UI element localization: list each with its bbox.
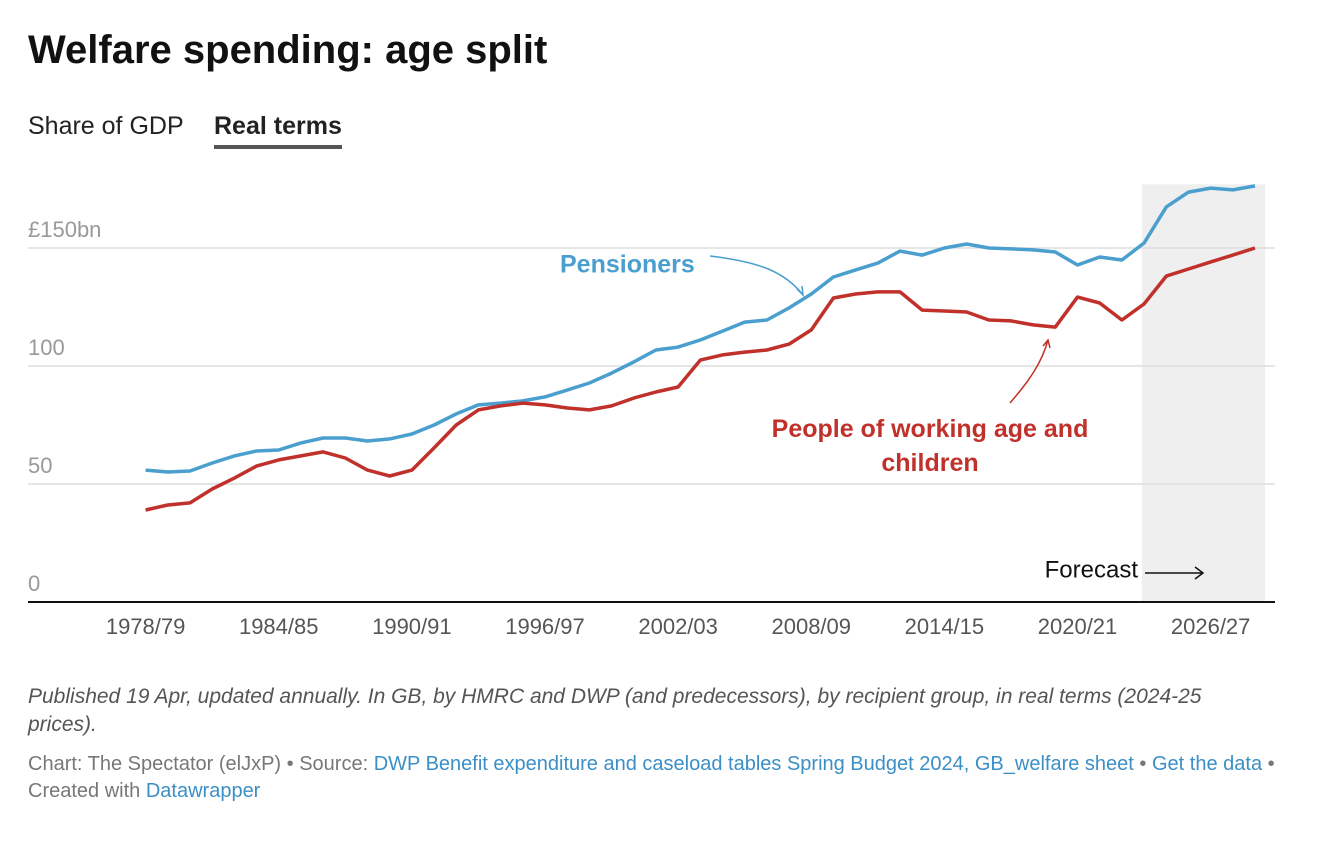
series-label: People of working age and children bbox=[771, 415, 1089, 477]
forecast-label: Forecast bbox=[1045, 556, 1139, 583]
series-label: Pensioners bbox=[560, 251, 695, 279]
x-tick-label: 1990/91 bbox=[372, 614, 452, 639]
arrow-head bbox=[1042, 338, 1051, 349]
series-line bbox=[145, 246, 1256, 512]
chart-title: Welfare spending: age split bbox=[28, 28, 548, 72]
separator: • bbox=[1139, 753, 1147, 775]
x-tick-label: 1996/97 bbox=[505, 614, 585, 639]
notes: Published 19 Apr, updated annually. In G… bbox=[28, 685, 1202, 736]
tab-active[interactable]: Real terms bbox=[214, 112, 342, 149]
get-data-link[interactable]: Get the data bbox=[1151, 753, 1263, 775]
separator: • bbox=[286, 753, 294, 775]
forecast-arrow bbox=[1145, 566, 1205, 580]
annotation-arrow bbox=[1009, 339, 1049, 404]
tab[interactable]: Share of GDP bbox=[28, 112, 184, 140]
y-tick-label: 0 bbox=[28, 571, 40, 596]
x-tick-label: 2026/27 bbox=[1171, 614, 1251, 639]
annotation-arrow bbox=[709, 255, 804, 296]
source-label: Source: bbox=[299, 753, 369, 775]
credits: Chart: The Spectator (elJxP) • Source: D… bbox=[28, 751, 1288, 805]
forecast-region bbox=[1141, 184, 1266, 602]
y-tick-label: 50 bbox=[28, 453, 52, 478]
y-tick-label: 100 bbox=[28, 335, 65, 360]
x-tick-label: 2014/15 bbox=[905, 614, 985, 639]
source-link[interactable]: DWP Benefit expenditure and caseload tab… bbox=[373, 753, 1134, 775]
series-line bbox=[145, 184, 1256, 474]
datawrapper-link[interactable]: Datawrapper bbox=[145, 780, 261, 802]
chart: 0 50 100 £150bn 1978/79 1984/85 1990/91 1996/97… bbox=[28, 184, 1275, 639]
x-tick-label: 2002/03 bbox=[638, 614, 718, 639]
x-tick-label: 1984/85 bbox=[239, 614, 319, 639]
x-tick-label: 2008/09 bbox=[771, 614, 851, 639]
separator: • bbox=[1267, 753, 1275, 775]
x-tick-label: 1978/79 bbox=[106, 614, 186, 639]
arrow-head bbox=[796, 285, 804, 298]
created-label: Created with bbox=[28, 780, 141, 802]
y-tick-label: £150bn bbox=[28, 217, 101, 242]
x-tick-label: 2020/21 bbox=[1038, 614, 1118, 639]
byline: Chart: The Spectator (elJxP) bbox=[28, 753, 282, 775]
